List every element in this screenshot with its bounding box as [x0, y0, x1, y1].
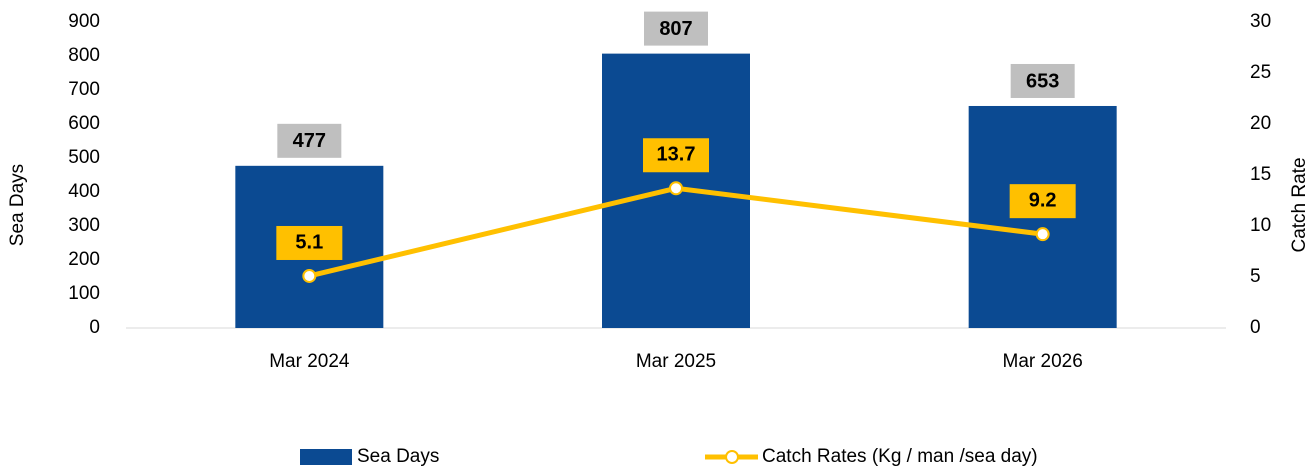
y2-tick-label: 25: [1250, 62, 1271, 83]
y-tick-label: 100: [68, 283, 100, 304]
y-tick-label: 700: [68, 79, 100, 100]
y2-tick-label: 15: [1250, 164, 1271, 185]
line-point: [669, 181, 683, 196]
y-tick-label: 300: [68, 215, 100, 236]
bar-label: 477: [293, 130, 326, 152]
y-tick-label: 200: [68, 249, 100, 270]
y-axis-title: Sea Days: [7, 164, 28, 246]
line-label-box: [643, 138, 709, 173]
line-label: 13.7: [657, 144, 696, 166]
legend-swatch-point: [725, 450, 739, 464]
y-tick-label: 800: [68, 45, 100, 66]
y-tick-label: 0: [89, 317, 100, 338]
x-tick-label: Mar 2024: [269, 351, 350, 372]
y2-tick-label: 30: [1250, 11, 1271, 32]
y-tick-label: 500: [68, 147, 100, 168]
bar-label-box: [1010, 63, 1075, 98]
legend-label: Catch Rates (Kg / man /sea day): [762, 446, 1038, 467]
y2-tick-label: 10: [1250, 215, 1271, 236]
y2-tick-label: 20: [1250, 113, 1271, 134]
line-label-box: [276, 225, 343, 260]
x-tick-label: Mar 2025: [636, 351, 716, 372]
line-point: [302, 268, 317, 283]
bar-label: 653: [1026, 70, 1059, 92]
y-tick-label: 600: [68, 113, 100, 134]
line-point: [1035, 227, 1050, 242]
line-label-box: [1009, 184, 1076, 219]
x-tick-label: Mar 2026: [1003, 351, 1083, 372]
y2-axis-title: Catch Rate: [1289, 157, 1310, 252]
y2-tick-label: 0: [1250, 317, 1261, 338]
y-tick-label: 400: [68, 181, 100, 202]
bar-label-box: [644, 11, 708, 46]
line-label: 5.1: [295, 231, 323, 253]
bar-label-box: [277, 123, 342, 158]
legend-swatch: [300, 449, 352, 465]
y-tick-label: 900: [68, 11, 100, 32]
y2-tick-label: 5: [1250, 266, 1261, 287]
legend-label: Sea Days: [357, 446, 439, 467]
line-label: 9.2: [1029, 189, 1057, 211]
bar-label: 807: [659, 18, 692, 40]
